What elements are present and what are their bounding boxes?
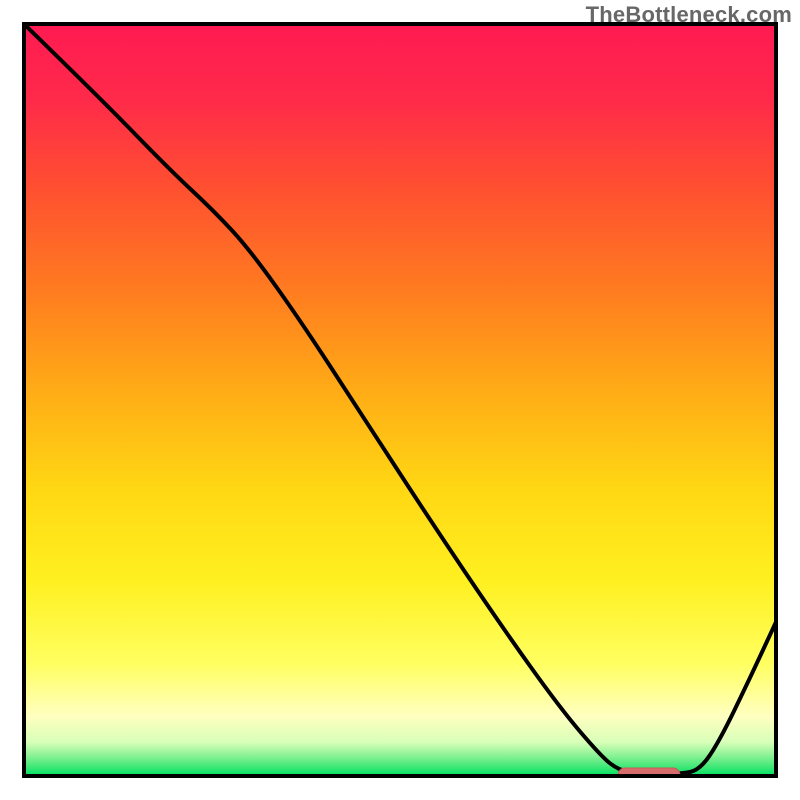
chart-svg [0, 0, 800, 800]
watermark-text: TheBottleneck.com [586, 2, 792, 28]
chart-canvas: TheBottleneck.com [0, 0, 800, 800]
